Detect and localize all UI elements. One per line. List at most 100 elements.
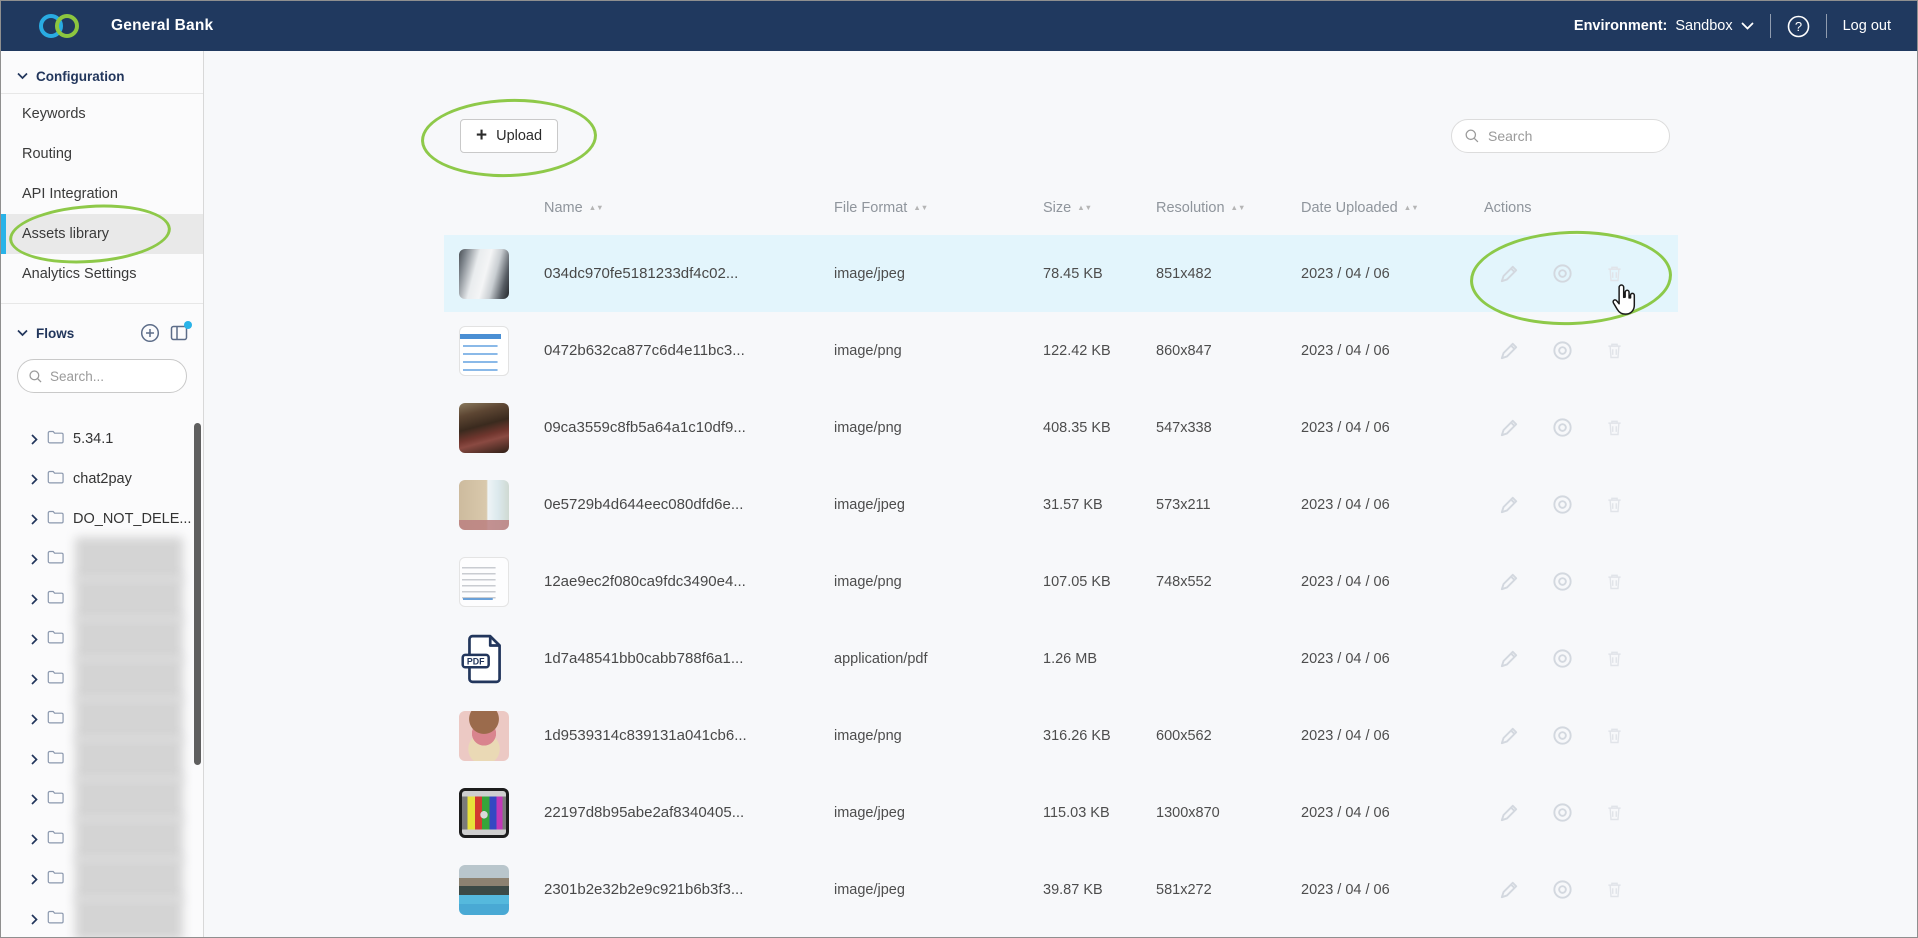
edit-icon[interactable]: [1498, 801, 1521, 824]
column-header-resolution[interactable]: Resolution: [1156, 200, 1301, 216]
edit-icon[interactable]: [1498, 262, 1521, 285]
edit-icon[interactable]: [1498, 416, 1521, 439]
flows-board-icon[interactable]: [170, 321, 192, 342]
folder-row-redacted[interactable]: [1, 617, 203, 661]
sidebar-item-api-integration[interactable]: API Integration: [1, 174, 203, 214]
table-row[interactable]: 0472b632ca877c6d4e11bc3... image/png 122…: [444, 312, 1678, 389]
asset-name: 09ca3559c8fb5a64a1c10df9...: [544, 419, 746, 436]
delete-icon[interactable]: [1604, 879, 1625, 900]
delete-icon[interactable]: [1604, 802, 1625, 823]
edit-icon[interactable]: [1498, 724, 1521, 747]
view-icon[interactable]: [1551, 724, 1574, 747]
flows-section-header[interactable]: Flows: [1, 313, 203, 353]
folder-row[interactable]: 5.34.1: [1, 419, 203, 459]
asset-name: 12ae9ec2f080ca9fdc3490e4...: [544, 573, 746, 590]
add-flow-icon[interactable]: [140, 323, 160, 343]
folder-row-redacted[interactable]: [1, 577, 203, 621]
chevron-right-icon[interactable]: [31, 713, 38, 725]
column-header-size[interactable]: Size: [1043, 200, 1156, 216]
environment-dropdown[interactable]: Environment: Sandbox: [1574, 18, 1754, 34]
asset-date: 2023 / 04 / 06: [1301, 419, 1390, 436]
chevron-right-icon[interactable]: [31, 793, 38, 805]
folder-row-redacted[interactable]: [1, 897, 203, 937]
chevron-right-icon[interactable]: [31, 553, 38, 565]
folder-row-redacted[interactable]: [1, 857, 203, 901]
folder-icon: [47, 710, 64, 728]
redacted-folder-label: [75, 617, 183, 661]
sidebar-item-keywords[interactable]: Keywords: [1, 94, 203, 134]
sidebar-scrollbar-thumb[interactable]: [194, 423, 201, 765]
view-icon[interactable]: [1551, 339, 1574, 362]
folder-row[interactable]: DO_NOT_DELE...: [1, 499, 203, 539]
folder-row-redacted[interactable]: [1, 777, 203, 821]
column-header-name[interactable]: Name: [544, 200, 834, 216]
configuration-section-header[interactable]: Configuration: [1, 59, 203, 93]
sort-icon[interactable]: [913, 204, 928, 212]
sidebar-item-analytics-settings[interactable]: Analytics Settings: [1, 254, 203, 294]
folder-row[interactable]: chat2pay: [1, 459, 203, 499]
delete-icon[interactable]: [1604, 494, 1625, 515]
redacted-folder-label: [75, 737, 183, 781]
chevron-right-icon[interactable]: [31, 633, 38, 645]
view-icon[interactable]: [1551, 647, 1574, 670]
delete-icon[interactable]: [1604, 263, 1625, 284]
table-row[interactable]: PDF 1d7a48541bb0cabb788f6a1... applicati…: [444, 620, 1678, 697]
asset-resolution: 573x211: [1156, 496, 1211, 513]
folder-row-redacted[interactable]: [1, 657, 203, 701]
edit-icon[interactable]: [1498, 493, 1521, 516]
folder-row-redacted[interactable]: [1, 817, 203, 861]
sort-icon[interactable]: [1231, 204, 1246, 212]
chevron-right-icon[interactable]: [31, 673, 38, 685]
view-icon[interactable]: [1551, 801, 1574, 824]
delete-icon[interactable]: [1604, 340, 1625, 361]
table-row[interactable]: 09ca3559c8fb5a64a1c10df9... image/png 40…: [444, 389, 1678, 466]
edit-icon[interactable]: [1498, 339, 1521, 362]
chevron-right-icon[interactable]: [31, 833, 38, 845]
view-icon[interactable]: [1551, 416, 1574, 439]
divider: [1, 303, 203, 304]
flows-search-box[interactable]: [17, 359, 187, 393]
chevron-right-icon[interactable]: [31, 473, 38, 485]
assets-search-input[interactable]: [1488, 128, 1669, 144]
table-row[interactable]: 2301b2e32b2e9c921b6b3f3... image/jpeg 39…: [444, 851, 1678, 928]
edit-icon[interactable]: [1498, 570, 1521, 593]
view-icon[interactable]: [1551, 262, 1574, 285]
edit-icon[interactable]: [1498, 878, 1521, 901]
edit-icon[interactable]: [1498, 647, 1521, 670]
view-icon[interactable]: [1551, 493, 1574, 516]
folder-row-redacted[interactable]: [1, 697, 203, 741]
table-row[interactable]: 034dc970fe5181233df4c02... image/jpeg 78…: [444, 235, 1678, 312]
delete-icon[interactable]: [1604, 725, 1625, 746]
sort-icon[interactable]: [589, 204, 604, 212]
logout-button[interactable]: Log out: [1842, 18, 1891, 34]
folder-row-redacted[interactable]: [1, 737, 203, 781]
delete-icon[interactable]: [1604, 648, 1625, 669]
table-row[interactable]: 12ae9ec2f080ca9fdc3490e4... image/png 10…: [444, 543, 1678, 620]
assets-search-box[interactable]: [1451, 119, 1670, 153]
chevron-right-icon[interactable]: [31, 433, 38, 445]
chevron-right-icon[interactable]: [31, 873, 38, 885]
sort-icon[interactable]: [1077, 204, 1092, 212]
view-icon[interactable]: [1551, 878, 1574, 901]
column-header-file-format[interactable]: File Format: [834, 200, 1043, 216]
table-row[interactable]: 22197d8b95abe2af8340405... image/jpeg 11…: [444, 774, 1678, 851]
table-row[interactable]: 1d9539314c839131a041cb6... image/png 316…: [444, 697, 1678, 774]
folder-row-redacted[interactable]: [1, 537, 203, 581]
help-icon[interactable]: ?: [1787, 15, 1810, 38]
chevron-right-icon[interactable]: [31, 753, 38, 765]
column-header-date-uploaded[interactable]: Date Uploaded: [1301, 200, 1484, 216]
column-header-actions: Actions: [1484, 200, 1532, 216]
sidebar-item-assets-library[interactable]: Assets library: [1, 214, 203, 254]
sidebar-item-routing[interactable]: Routing: [1, 134, 203, 174]
delete-icon[interactable]: [1604, 571, 1625, 592]
table-row[interactable]: 0e5729b4d644eec080dfd6e... image/jpeg 31…: [444, 466, 1678, 543]
view-icon[interactable]: [1551, 570, 1574, 593]
flows-search-input[interactable]: [50, 368, 160, 384]
asset-format: image/jpeg: [834, 881, 905, 898]
sort-icon[interactable]: [1404, 204, 1419, 212]
delete-icon[interactable]: [1604, 417, 1625, 438]
chevron-right-icon[interactable]: [31, 913, 38, 925]
chevron-right-icon[interactable]: [31, 513, 38, 525]
upload-button[interactable]: + Upload: [460, 119, 559, 153]
chevron-right-icon[interactable]: [31, 593, 38, 605]
